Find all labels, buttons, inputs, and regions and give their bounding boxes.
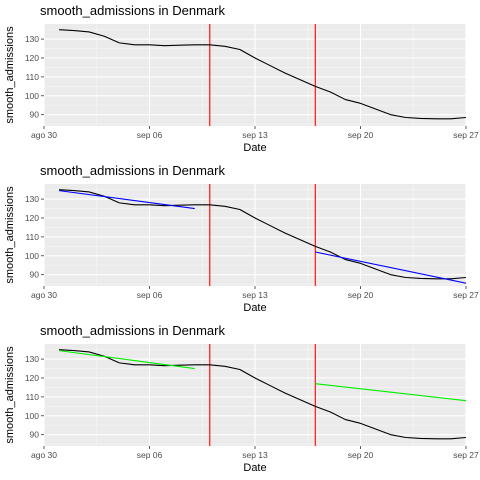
x-tick-label: sep 27 [453, 130, 479, 140]
x-tick-label: sep 20 [348, 450, 374, 460]
chart-title: smooth_admissions in Denmark [40, 323, 225, 338]
x-tick-label: ago 30 [31, 130, 57, 140]
chart-panel-3: smooth_admissions in Denmark 90 100 110 120 1… [4, 323, 479, 474]
x-tick-label: sep 13 [242, 290, 268, 300]
y-tick-label: 110 [25, 232, 39, 242]
y-axis-label: smooth_admissions [4, 186, 16, 284]
y-tick-label: 120 [25, 213, 39, 223]
y-tick-label: 90 [30, 270, 40, 280]
x-tick-label: sep 13 [242, 450, 268, 460]
x-tick-label: sep 13 [242, 130, 268, 140]
y-tick-label: 120 [25, 373, 39, 383]
y-tick-label: 100 [25, 251, 39, 261]
x-axis-label: Date [243, 462, 266, 474]
x-tick-label: ago 30 [31, 290, 57, 300]
y-axis-label: smooth_admissions [4, 26, 16, 124]
x-tick-label: sep 06 [137, 450, 163, 460]
chart-title: smooth_admissions in Denmark [40, 163, 225, 178]
x-axis-label: Date [243, 302, 266, 314]
x-axis-label: Date [243, 142, 266, 154]
chart-panel-1: smooth_admissions in Denmark 90 100 110 120 1… [4, 3, 479, 154]
y-tick-label: 100 [25, 91, 39, 101]
x-tick-label: sep 20 [348, 130, 374, 140]
y-tick-label: 90 [30, 430, 40, 440]
x-tick-label: sep 20 [348, 290, 374, 300]
y-tick-label: 110 [25, 392, 39, 402]
y-tick-label: 130 [25, 34, 39, 44]
y-tick-label: 120 [25, 53, 39, 63]
y-tick-label: 100 [25, 411, 39, 421]
chart-title: smooth_admissions in Denmark [40, 3, 225, 18]
x-tick-label: sep 06 [137, 290, 163, 300]
chart-panel-2: smooth_admissions in Denmark 90 100 110 120 1… [4, 163, 479, 314]
x-tick-label: sep 27 [453, 450, 479, 460]
x-tick-label: sep 27 [453, 290, 479, 300]
x-tick-label: ago 30 [31, 450, 57, 460]
y-tick-label: 90 [30, 110, 40, 120]
y-tick-label: 130 [25, 354, 39, 364]
x-tick-label: sep 06 [137, 130, 163, 140]
y-axis-label: smooth_admissions [4, 346, 16, 444]
y-tick-label: 130 [25, 194, 39, 204]
y-tick-label: 110 [25, 72, 39, 82]
